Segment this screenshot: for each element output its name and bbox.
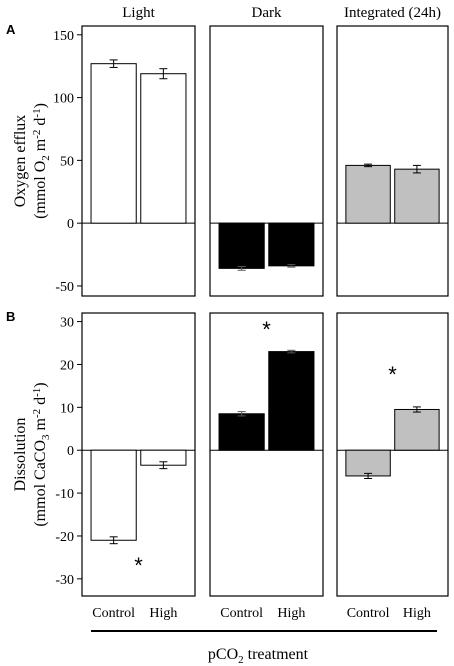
- y-axis-title-part: m: [32, 138, 49, 155]
- bar: [140, 73, 187, 224]
- subpanel: Control High *: [336, 312, 449, 621]
- category-label: Control: [220, 606, 263, 621]
- panel-letter-b: B: [6, 309, 15, 324]
- y-tick-label: 50: [60, 154, 74, 169]
- category-label: Control: [92, 606, 135, 621]
- y-axis-title-part: d: [32, 118, 49, 130]
- bar: [268, 222, 315, 267]
- bar: [394, 408, 440, 451]
- panel-letter-a: A: [6, 22, 16, 37]
- subpanel: Dark: [209, 5, 324, 297]
- significance-star: *: [388, 362, 397, 387]
- y-axis-title-part: -1: [31, 108, 43, 117]
- significance-star: *: [262, 317, 271, 342]
- y-tick-label: -30: [55, 573, 74, 588]
- category-label: High: [149, 606, 177, 621]
- category-label: High: [277, 606, 305, 621]
- y-axis-title-part: m: [32, 417, 49, 434]
- bar: [394, 168, 440, 224]
- subpanel-title: Integrated (24h): [344, 5, 441, 21]
- y-tick-label: 20: [60, 358, 74, 373]
- subpanel-frame: [81, 25, 196, 297]
- x-axis-title: pCO2 treatment: [208, 646, 309, 666]
- bar: [90, 63, 137, 224]
- bar: [345, 449, 391, 477]
- bar: [268, 351, 315, 451]
- y-axis-title-part: d: [32, 397, 49, 409]
- y-tick-label: 30: [60, 316, 74, 331]
- y-axis-title-part: -1: [31, 388, 43, 397]
- subpanel-title: Light: [122, 5, 155, 21]
- y-axis-title-line1: Oxygen efflux: [12, 115, 29, 208]
- y-axis-title-part: ): [32, 382, 49, 387]
- subpanel: Integrated (24h): [336, 5, 449, 297]
- subpanel-frame: [336, 312, 449, 597]
- y-tick-label: -10: [55, 487, 74, 502]
- y-axis-title-part: 3: [40, 434, 52, 440]
- bar: [345, 164, 391, 224]
- y-axis-title-line2: (mmol CaCO3 m-2 d-1): [31, 382, 52, 526]
- subpanel-frame: [81, 312, 196, 597]
- y-axis-title-part: -2: [31, 409, 43, 418]
- bar: [218, 222, 265, 269]
- subpanel: Light: [81, 5, 196, 297]
- category-label: Control: [347, 606, 390, 621]
- x-axis-title-main: pCO: [208, 646, 238, 663]
- subpanel-frame: [209, 25, 324, 297]
- subpanel-frame: [209, 312, 324, 597]
- category-label: High: [403, 606, 431, 621]
- bar: [218, 413, 265, 451]
- x-axis-title-subscript: 2: [238, 654, 244, 666]
- subpanel-title: Dark: [252, 5, 282, 21]
- y-axis-title-part: (mmol O: [32, 161, 49, 219]
- y-axis-title-line2: (mmol O2 m-2 d-1): [31, 103, 52, 219]
- y-tick-label: 150: [53, 29, 74, 44]
- y-axis-title-part: (mmol CaCO: [32, 440, 49, 527]
- subpanel: Control High *: [209, 312, 324, 621]
- bar: [90, 449, 137, 541]
- significance-star: *: [134, 553, 143, 578]
- subpanel: Control High *: [81, 312, 196, 621]
- x-axis-title-rest: treatment: [244, 646, 309, 663]
- y-axis-title-line1: Dissolution: [12, 418, 29, 492]
- y-axis-title-part: -2: [31, 130, 43, 139]
- subpanel-frame: [336, 25, 449, 297]
- y-axis-title-part: ): [32, 103, 49, 108]
- y-tick-label: -20: [55, 530, 74, 545]
- y-tick-label: 0: [67, 444, 74, 459]
- y-axis-title-part: 2: [40, 155, 52, 161]
- y-tick-label: 100: [53, 92, 74, 107]
- y-tick-label: -50: [55, 280, 74, 295]
- y-tick-label: 0: [67, 217, 74, 232]
- y-tick-label: 10: [60, 401, 74, 416]
